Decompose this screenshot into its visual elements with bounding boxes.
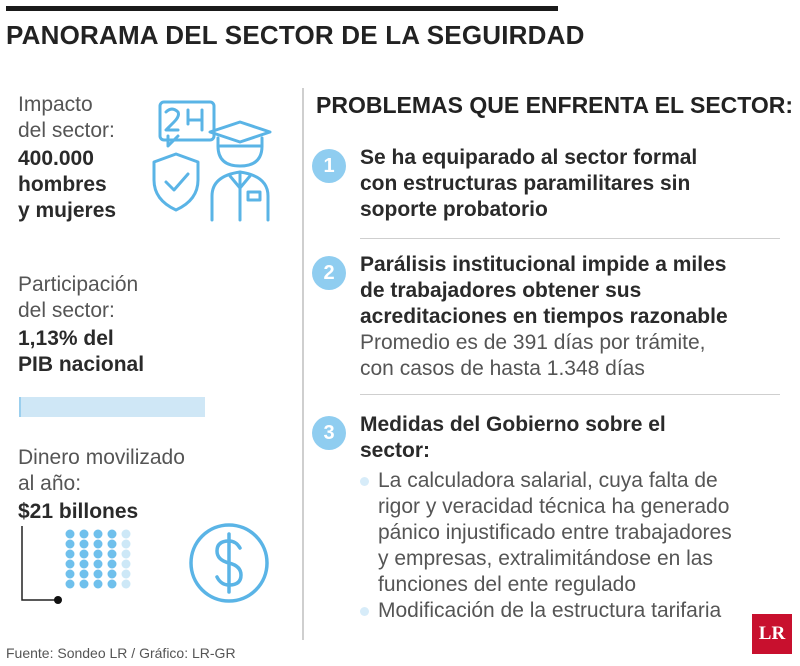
lr-logo: LR [752,614,792,654]
stat-impact-value-3: y mujeres [18,199,117,222]
list-item-line: y empresas, extralimitándose en las [378,547,713,570]
money-dot [65,569,75,579]
problem-item-body: Medidas del Gobierno sobre el sector: La… [360,412,785,624]
problem-heading-line: Medidas del Gobierno sobre el [360,413,666,436]
number-badge: 1 [312,149,346,183]
money-dot [107,569,117,579]
money-dot [121,549,131,559]
money-dot [79,569,89,579]
stat-participation-label-1: Participación [18,273,139,296]
problem-heading-line: con estructuras paramilitares sin [360,172,691,195]
list-item: La calculadora salarial, cuya falta de r… [360,468,785,598]
money-dot [93,539,103,549]
bullet-icon [360,607,369,616]
stat-money: Dinero movilizado al año: $21 billones [18,445,185,525]
stat-participation-label-2: del sector: [18,299,115,322]
source-credit: Fuente: Sondeo LR / Gráfico: LR-GR [6,645,236,661]
money-dot [93,579,103,589]
money-dot [121,539,131,549]
number-badge: 3 [312,416,346,450]
problem-heading-line: sector: [360,439,431,462]
problem-heading-line: Parálisis institucional impide a miles [360,253,727,276]
money-dot [93,549,103,559]
money-dot [65,559,75,569]
stat-participation-value-2: PIB nacional [18,353,145,376]
measures-list: La calculadora salarial, cuya falta de r… [360,468,785,624]
money-dot [65,539,75,549]
money-dot [65,549,75,559]
stat-impact-label-1: Impacto [18,93,93,116]
money-dot [121,559,131,569]
problem-item-body: Se ha equiparado al sector formal con es… [360,145,785,223]
stat-participation-value-1: 1,13% del [18,327,114,350]
page-title: PANORAMA DEL SECTOR DE LA SEGUIRDAD [6,20,585,50]
money-dot [107,529,117,539]
problem-item-body: Parálisis institucional impide a miles d… [360,252,785,382]
stat-money-label-1: Dinero movilizado [18,446,185,469]
money-dot [93,529,103,539]
stat-impact-value-1: 400.000 [18,147,94,170]
money-dot [93,559,103,569]
dollar-coin-icon [189,523,269,603]
money-dot [79,549,89,559]
problem-heading-line: acreditaciones en tiempos razonable [360,305,728,328]
stat-impact-label-2: del sector: [18,119,115,142]
stat-impact: Impacto del sector: 400.000 hombres y mu… [18,92,116,224]
problem-detail-line: con casos de hasta 1.348 días [360,357,645,380]
stat-money-label-2: al año: [18,472,82,495]
number-badge: 2 [312,256,346,290]
stat-participation: Participación del sector: 1,13% del PIB … [18,272,144,378]
list-item-line: funciones del ente regulado [378,573,637,596]
divider [360,394,780,395]
problems-title: PROBLEMAS QUE ENFRENTA EL SECTOR: [316,92,794,118]
stat-impact-value-2: hombres [18,173,107,196]
column-divider [302,88,304,640]
dots-matrix-graphic [21,526,131,604]
money-dot [65,579,75,589]
money-dot [107,579,117,589]
money-dot [79,539,89,549]
top-rule [6,6,558,11]
problem-heading-line: de trabajadores obtener sus [360,279,642,302]
money-dot [107,549,117,559]
security-guard-24h-icon [152,100,272,222]
money-dot [107,559,117,569]
money-dot [93,569,103,579]
stat-money-value-1: $21 billones [18,500,139,523]
money-dot [79,529,89,539]
participation-bar-track [19,397,205,417]
money-dot [65,529,75,539]
problem-detail-line: Promedio es de 391 días por trámite, [360,331,706,354]
problem-heading-line: Se ha equiparado al sector formal [360,146,698,169]
list-item-line: pánico injustificado entre trabajadores [378,521,732,544]
money-dot [79,559,89,569]
money-dot [121,569,131,579]
money-dot [79,579,89,589]
bullet-icon [360,477,369,486]
participation-bar-fill [19,397,22,417]
list-item-line: Modificación de la estructura tarifaria [378,599,722,622]
money-dot [121,529,131,539]
list-item-line: La calculadora salarial, cuya falta de [378,469,718,492]
money-dot [107,539,117,549]
problem-heading-line: soporte probatorio [360,198,548,221]
money-dot [121,579,131,589]
list-item: Modificación de la estructura tarifaria [360,598,785,624]
divider [360,238,780,239]
list-item-line: rigor y veracidad técnica ha generado [378,495,730,518]
